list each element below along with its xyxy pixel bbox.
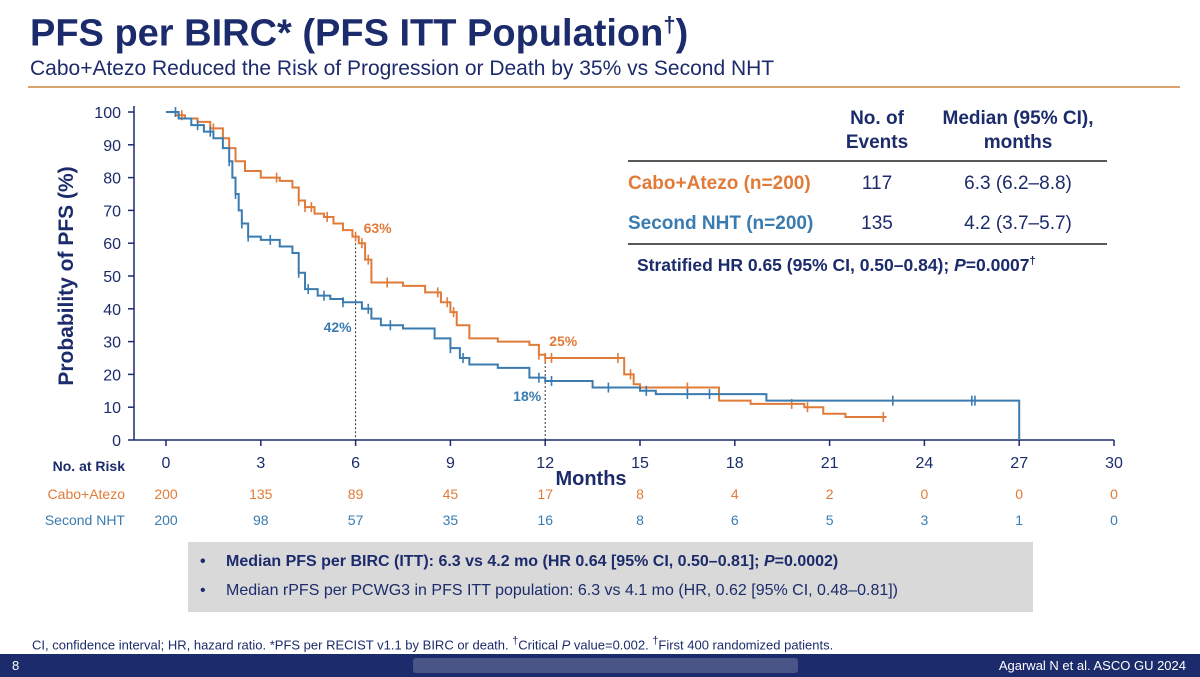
stats-events: 117 — [862, 173, 892, 194]
stats-col-median-2: months — [984, 132, 1053, 153]
bullet-1: • — [200, 553, 206, 570]
x-tick-label: 15 — [631, 455, 649, 472]
label-6mo-second-nht: 42% — [324, 319, 353, 335]
risk-count: 1 — [1015, 512, 1023, 528]
risk-count: 98 — [253, 512, 269, 528]
x-axis-title: Months — [555, 468, 626, 490]
title-text: PFS per BIRC* (PFS ITT Population — [30, 12, 664, 55]
footnote-part-a: CI, confidence interval; HR, hazard rati… — [32, 637, 513, 653]
summary-line-2: • Median rPFS per PCWG3 in PFS ITT popula… — [200, 582, 898, 600]
summary-line-1-suffix: =0.0002) — [774, 553, 839, 570]
risk-count: 57 — [348, 512, 364, 528]
page-title: PFS per BIRC* (PFS ITT Population†) — [30, 12, 688, 56]
footer-shade — [413, 658, 798, 673]
y-tick-label: 80 — [103, 171, 121, 188]
footnote-p: P — [561, 637, 571, 653]
x-tick-label: 18 — [726, 455, 744, 472]
risk-count: 16 — [537, 512, 553, 528]
summary-box: • Median PFS per BIRC (ITT): 6.3 vs 4.2 m… — [188, 542, 1033, 612]
risk-count: 0 — [1015, 486, 1023, 502]
stats-median: 4.2 (3.7–5.7) — [964, 213, 1072, 234]
page-number: 8 — [12, 658, 20, 673]
y-axis-title: Probability of PFS (%) — [55, 166, 78, 385]
stats-arm-label: Second NHT (n=200) — [628, 213, 813, 234]
bullet-2: • — [200, 582, 206, 599]
y-tick-label: 100 — [94, 105, 121, 122]
footnote-part-c: value=0.002. — [570, 637, 653, 653]
stats-events: 135 — [861, 213, 893, 234]
risk-count: 5 — [826, 512, 834, 528]
x-tick-label: 21 — [821, 455, 839, 472]
footnote-part-b: Critical — [518, 637, 562, 653]
y-tick-label: 90 — [103, 138, 121, 155]
title-close-paren: ) — [675, 12, 689, 55]
y-tick-label: 10 — [103, 400, 121, 417]
label-12mo-second-nht: 18% — [513, 388, 542, 404]
x-tick-label: 27 — [1010, 455, 1028, 472]
footnote-dagger-2: † — [652, 635, 659, 647]
stats-median: 6.3 (6.2–8.8) — [964, 173, 1072, 194]
y-tick-label: 60 — [103, 236, 121, 253]
citation: Agarwal N et al. ASCO GU 2024 — [998, 658, 1186, 673]
x-tick-label: 6 — [351, 455, 360, 472]
summary-line-1-p: P — [763, 553, 775, 570]
summary-line-1-text: Median PFS per BIRC (ITT): 6.3 vs 4.2 mo… — [226, 553, 764, 570]
footnote-part-d: First 400 randomized patients. — [658, 637, 834, 653]
stats-hazard-ratio: Stratified HR 0.65 (95% CI, 0.50–0.84); … — [637, 255, 1036, 275]
y-tick-label: 0 — [112, 433, 121, 450]
page-subtitle: Cabo+Atezo Reduced the Risk of Progressi… — [30, 57, 775, 80]
risk-count: 45 — [443, 486, 459, 502]
y-tick-label: 50 — [103, 269, 121, 286]
risk-row-label: Second NHT — [45, 512, 126, 528]
title-dagger: † — [663, 12, 676, 37]
risk-count: 200 — [154, 512, 178, 528]
footnote-dagger-1: † — [512, 635, 519, 647]
footer-bar: 8 Agarwal N et al. ASCO GU 2024 — [0, 654, 1200, 677]
risk-count: 0 — [1110, 512, 1118, 528]
label-12mo-cabo-atezo: 25% — [549, 333, 578, 349]
footnote: CI, confidence interval; HR, hazard rati… — [32, 635, 833, 652]
risk-count: 35 — [443, 512, 459, 528]
x-tick-label: 30 — [1105, 455, 1123, 472]
risk-count: 8 — [636, 512, 644, 528]
y-tick-label: 40 — [103, 302, 121, 319]
risk-count: 0 — [921, 486, 929, 502]
risk-count: 200 — [154, 486, 178, 502]
stats-col-events-1: No. of — [850, 108, 904, 129]
risk-table-title: No. at Risk — [53, 458, 126, 474]
risk-count: 2 — [826, 486, 834, 502]
risk-count: 8 — [636, 486, 644, 502]
x-tick-label: 24 — [916, 455, 934, 472]
risk-count: 89 — [348, 486, 364, 502]
summary-line-2-text: Median rPFS per PCWG3 in PFS ITT populat… — [226, 582, 899, 599]
y-tick-label: 20 — [103, 367, 121, 384]
risk-count: 0 — [1110, 486, 1118, 502]
header-divider — [28, 86, 1180, 88]
series-line-cabo-atezo — [166, 111, 887, 419]
stats-col-events-2: Events — [846, 132, 908, 153]
y-tick-label: 30 — [103, 335, 121, 352]
risk-count: 4 — [731, 486, 739, 502]
stats-arm-label: Cabo+Atezo (n=200) — [628, 173, 811, 194]
label-6mo-cabo-atezo: 63% — [364, 220, 393, 236]
summary-line-1: • Median PFS per BIRC (ITT): 6.3 vs 4.2 m… — [200, 553, 838, 571]
risk-count: 3 — [921, 512, 929, 528]
risk-count: 135 — [249, 486, 273, 502]
risk-count: 17 — [537, 486, 553, 502]
x-tick-label: 12 — [536, 455, 554, 472]
risk-count: 6 — [731, 512, 739, 528]
x-tick-label: 3 — [256, 455, 265, 472]
x-tick-label: 0 — [162, 455, 171, 472]
risk-row-label: Cabo+Atezo — [48, 486, 126, 502]
x-tick-label: 9 — [446, 455, 455, 472]
stats-col-median-1: Median (95% CI), — [943, 108, 1094, 129]
y-tick-label: 70 — [103, 203, 121, 220]
